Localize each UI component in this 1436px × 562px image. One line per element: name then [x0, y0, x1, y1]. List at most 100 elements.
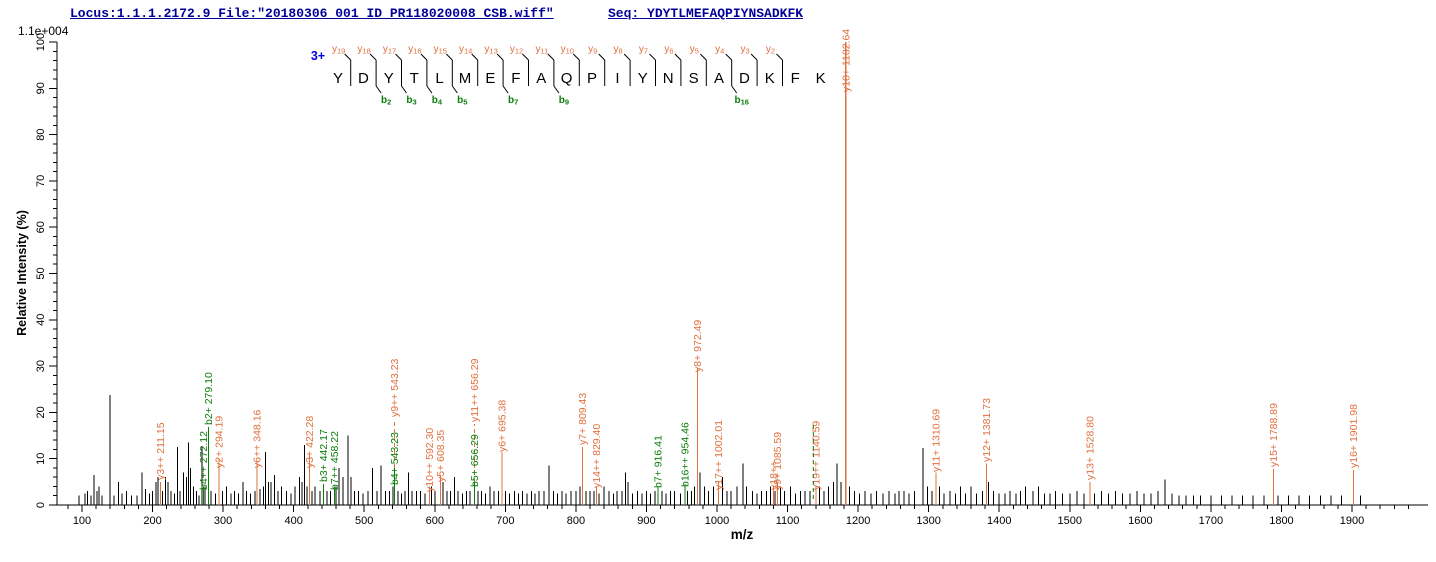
peak-label: y3++ 211.15 [155, 422, 167, 480]
peak-label: b16++ 954.46 [679, 422, 691, 487]
y-fragment-tick [649, 53, 656, 61]
peptide-residue: I [615, 70, 619, 87]
y-ion-label: y10 [561, 44, 574, 56]
peak-label: y6++ 348.16 [252, 409, 264, 468]
y-tick-label: 10 [35, 453, 47, 465]
x-tick-label: 1100 [776, 515, 800, 527]
peak-label: b3+ 442.17 [318, 429, 330, 482]
y-fragment-tick [623, 53, 631, 61]
y-fragment-tick [496, 53, 504, 61]
b-ion-label: b7 [508, 95, 518, 107]
x-tick-label: 1200 [846, 515, 870, 527]
y-ion-label: y13 [484, 44, 497, 56]
peak-label: b7++ 458.22 [329, 431, 341, 490]
peak-label: y15+ 1788.89 [1268, 403, 1280, 467]
x-axis-title: m/z [731, 527, 754, 542]
x-tick-label: 1300 [916, 515, 940, 527]
y-fragment-tick [674, 53, 682, 61]
peak-label: y16+ 1901.98 [1348, 404, 1360, 468]
peptide-residue: Q [561, 70, 573, 87]
x-tick-label: 1000 [705, 515, 729, 527]
x-tick-label: 900 [637, 515, 655, 527]
peak-label: b2+ 279.10 [203, 372, 215, 425]
peak-label: y19++ 1140.59 [811, 421, 823, 490]
x-tick-label: 800 [567, 515, 585, 527]
peptide-residue: A [714, 70, 724, 87]
b-ion-label: b3 [406, 95, 416, 107]
y-tick-label: 100 [35, 33, 47, 51]
y-ion-label: y5 [690, 44, 699, 56]
b-fragment-tick [553, 85, 560, 94]
b-fragment-tick [502, 85, 509, 94]
y-ion-label: y7 [639, 44, 648, 56]
b-ion-label: b2 [381, 95, 391, 107]
x-tick-label: 500 [355, 515, 373, 527]
peptide-residue: D [739, 70, 750, 87]
peak-label: y10++ 592.30 [424, 428, 436, 492]
y-ion-label: y2 [766, 44, 775, 56]
peptide-residue: Y [384, 70, 394, 87]
peptide-residue: Y [333, 70, 343, 87]
y-ion-label: y12 [510, 44, 523, 56]
peak-label: y11+ 1310.69 [931, 409, 943, 472]
y-fragment-tick [344, 53, 352, 61]
x-tick-label: 1600 [1128, 515, 1152, 527]
peak-label: y11++ 656.29 [469, 358, 481, 422]
x-tick-label: 300 [214, 515, 232, 527]
x-tick-label: 1400 [987, 515, 1011, 527]
peak-label: y17++ 1002.01 [713, 420, 725, 490]
y-fragment-tick [420, 53, 428, 61]
seq-label: Seq: [608, 6, 640, 21]
b-fragment-tick [426, 85, 433, 94]
y-fragment-tick [395, 53, 402, 61]
peptide-residue: M [459, 70, 472, 87]
peptide-residue: S [689, 70, 699, 87]
peptide-residue: Y [638, 70, 648, 87]
y-ion-label: y18 [357, 44, 370, 56]
peak-label: y2+ 294.19 [214, 416, 226, 468]
y-fragment-tick [369, 53, 377, 61]
x-tick-label: 700 [496, 515, 514, 527]
x-tick-label: 1800 [1269, 515, 1293, 527]
y-ion-label: y6 [664, 44, 673, 56]
y-fragment-tick [547, 53, 555, 61]
max-intensity-label: 1.1e+004 [18, 24, 69, 38]
y-tick-label: 40 [35, 314, 47, 326]
b-fragment-tick [375, 85, 382, 94]
b-fragment-tick [401, 85, 407, 94]
y-tick-label: 0 [35, 502, 47, 508]
b-fragment-tick [731, 85, 738, 94]
x-tick-label: 1900 [1340, 515, 1364, 527]
peak-label: y13+ 1528.80 [1085, 416, 1097, 480]
peptide-residue: N [663, 70, 674, 87]
y-tick-label: 90 [35, 82, 47, 94]
peptide-residue: K [765, 70, 775, 87]
peak-label: b5+ 656.29 [469, 434, 481, 487]
peptide-residue: F [791, 70, 800, 87]
peak-label: y12+ 1381.73 [981, 398, 993, 462]
peptide-residue: K [816, 70, 826, 87]
peak-label: y3+ 422.28 [304, 416, 316, 468]
y-axis-title: Relative Intensity (%) [15, 210, 29, 336]
peak-label: y14++ 829.40 [591, 424, 603, 488]
peak-label: y7+ 809.43 [577, 393, 589, 445]
peak-label: b4++ 272.12 [198, 431, 210, 490]
x-tick-label: 1700 [1199, 515, 1223, 527]
y-tick-label: 60 [35, 221, 47, 233]
y-fragment-tick [471, 53, 479, 61]
y-fragment-tick [522, 53, 529, 61]
y-ion-label: y19 [332, 44, 345, 56]
peptide-residue: D [358, 70, 369, 87]
peak-label: y6+ 695.38 [497, 400, 509, 452]
b-ion-label: b16 [734, 95, 748, 107]
sequence-text: Seq: YDYTLMEFAQPIYNSADKFK [608, 6, 803, 21]
peptide-residue: A [536, 70, 546, 87]
y-ion-label: y11 [536, 44, 549, 56]
y-fragment-tick [750, 53, 758, 61]
x-tick-label: 400 [284, 515, 302, 527]
y-fragment-tick [572, 53, 580, 61]
y-fragment-tick [776, 53, 783, 61]
peak-label: b7+ 916.41 [653, 435, 665, 488]
